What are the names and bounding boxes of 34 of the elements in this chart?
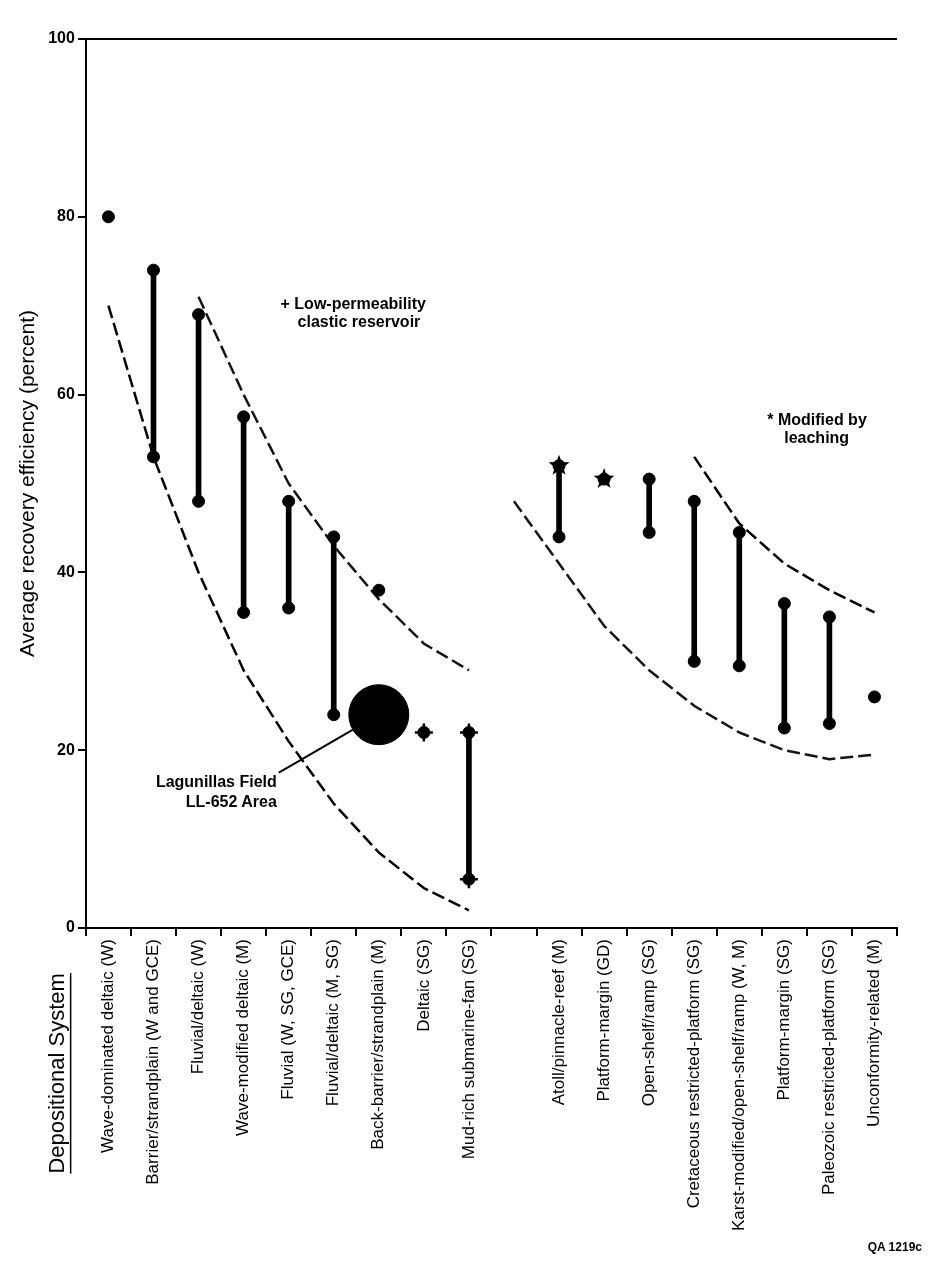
y-tick-label: 20 xyxy=(57,740,75,758)
y-tick-label: 100 xyxy=(48,29,75,47)
x-tick-label: Fluvial/deltaic (W) xyxy=(188,939,208,1075)
text: Depositional System xyxy=(43,973,69,1174)
x-tick-label: Platform-margin (SG) xyxy=(774,939,794,1101)
y-tick-label: 60 xyxy=(57,385,75,403)
text: QA 1219c xyxy=(867,1240,923,1255)
x-tick-label: Karst-modified/open-shelf/ramp (W, M) xyxy=(728,939,748,1231)
x-tick-label: Fluvial (W, SG, GCE) xyxy=(278,939,298,1100)
point xyxy=(867,690,881,704)
y-tick-label: 80 xyxy=(57,207,75,225)
x-tick-label: Unconformity-related (M) xyxy=(864,939,884,1128)
x-tick-label: Barrier/strandplain (W and GCE) xyxy=(143,939,163,1185)
x-tick-label: Cretaceous restricted-platform (SG) xyxy=(683,939,703,1209)
x-tick-label: Atoll/pinnacle-reef (M) xyxy=(548,939,568,1106)
x-tick-label: Back-barrier/strandplain (M) xyxy=(368,939,388,1150)
point xyxy=(101,210,115,224)
x-tick-label: Open-shelf/ramp (SG) xyxy=(638,939,658,1107)
x-tick-label: Platform-margin (GD) xyxy=(593,939,613,1102)
annotation: + Low-permeability clastic reservoir xyxy=(280,295,427,331)
x-tick-label: Mud-rich submarine-fan (SG) xyxy=(458,939,478,1160)
line-series xyxy=(197,295,471,672)
annotation: Lagunillas Field LL-652 Area xyxy=(155,773,277,811)
x-tick-label: Fluvial/deltaic (M, SG) xyxy=(323,939,343,1107)
x-tick-label: Wave-modified deltaic (M) xyxy=(233,939,253,1136)
annotation: * Modified by leaching xyxy=(767,410,867,446)
y-axis-title: Average recovery efficiency (percent) xyxy=(15,310,39,658)
x-tick-label: Deltaic (SG) xyxy=(413,939,433,1032)
y-tick-label: 0 xyxy=(65,918,75,936)
x-tick-label: Paleozoic restricted-platform (SG) xyxy=(819,939,839,1196)
y-tick-label: 40 xyxy=(57,562,75,580)
point xyxy=(372,583,386,597)
line-series xyxy=(692,455,876,614)
x-tick-label: Wave-dominated deltaic (W) xyxy=(98,939,118,1153)
